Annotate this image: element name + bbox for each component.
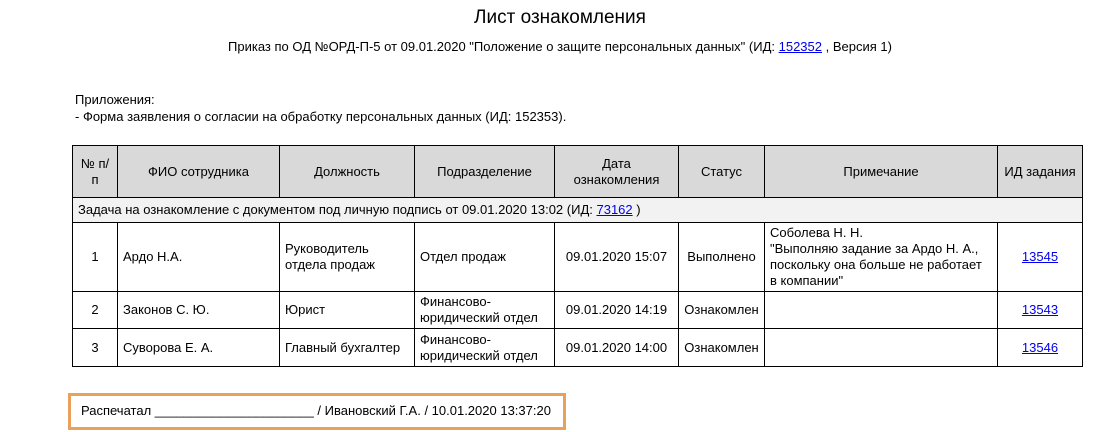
cell-employee-name: Ардо Н.А. [117,222,280,292]
note-text: "Выполняю задание за Ардо Н. А., посколь… [770,241,982,288]
subtitle-suffix: , Версия 1) [822,39,892,54]
header-ack-date: Дата ознакомления [554,145,679,198]
page-title: Лист ознакомления [474,7,646,28]
cell-ack-date: 09.01.2020 14:19 [554,291,679,329]
attachments-block: Приложения: - Форма заявления о согласии… [75,91,1120,125]
header-task-id: ИД задания [997,145,1083,198]
cell-task-id: 13543 [997,291,1083,329]
document-id-link[interactable]: 152352 [778,39,822,54]
cell-note [764,328,998,367]
header-status: Статус [678,145,765,198]
header-employee-name: ФИО сотрудника [117,145,280,198]
table-header-row: № п/п ФИО сотрудника Должность Подраздел… [72,145,1083,198]
task-id-link[interactable]: 13546 [1021,339,1059,355]
table-row: 3 Суворова Е. А. Главный бухгалтер Финан… [72,328,1083,367]
cell-num: 2 [72,291,118,329]
attachments-label: Приложения: [75,92,155,107]
header-note: Примечание [764,145,998,198]
acknowledgement-table: № п/п ФИО сотрудника Должность Подраздел… [72,145,1083,367]
cell-employee-name: Суворова Е. А. [117,328,280,367]
printed-by-text: Распечатал ______________________ / Иван… [81,403,551,418]
cell-note [764,291,998,329]
printed-by-box: Распечатал ______________________ / Иван… [68,393,566,430]
cell-position: Руководитель отдела продаж [279,222,415,292]
cell-num: 3 [72,328,118,367]
cell-position: Главный бухгалтер [279,328,415,367]
cell-position: Юрист [279,291,415,329]
cell-department: Финансово-юридический отдел [414,328,555,367]
header-position: Должность [279,145,415,198]
task-band-id-link[interactable]: 73162 [596,202,633,217]
table-row: 2 Законов С. Ю. Юрист Финансово-юридичес… [72,291,1083,329]
subtitle-text: Приказ по ОД №ОРД-П-5 от 09.01.2020 "Пол… [228,39,779,54]
task-band-text: Задача на ознакомление с документом под … [78,202,597,217]
cell-ack-date: 09.01.2020 15:07 [554,222,679,292]
cell-note: Соболева Н. Н. "Выполняю задание за Ардо… [764,222,998,292]
cell-task-id: 13545 [997,222,1083,292]
cell-status: Ознакомлен [678,291,765,329]
attachment-item: - Форма заявления о согласии на обработк… [75,109,567,124]
cell-department: Финансово-юридический отдел [414,291,555,329]
task-id-link[interactable]: 13543 [1021,302,1059,317]
cell-department: Отдел продаж [414,222,555,292]
cell-ack-date: 09.01.2020 14:00 [554,328,679,367]
cell-employee-name: Законов С. Ю. [117,291,280,329]
task-band-suffix: ) [632,202,641,217]
cell-task-id: 13546 [997,328,1083,367]
table-row: 1 Ардо Н.А. Руководитель отдела продаж О… [72,222,1083,292]
note-author: Соболева Н. Н. [770,225,864,240]
cell-num: 1 [72,222,118,292]
header-department: Подразделение [414,145,555,198]
task-id-link[interactable]: 13545 [1021,249,1059,264]
cell-status: Выполнено [678,222,765,292]
header-num: № п/п [72,145,118,198]
task-band-row: Задача на ознакомление с документом под … [72,197,1083,223]
cell-status: Ознакомлен [678,328,765,367]
document-subtitle: Приказ по ОД №ОРД-П-5 от 09.01.2020 "Пол… [0,39,1120,55]
